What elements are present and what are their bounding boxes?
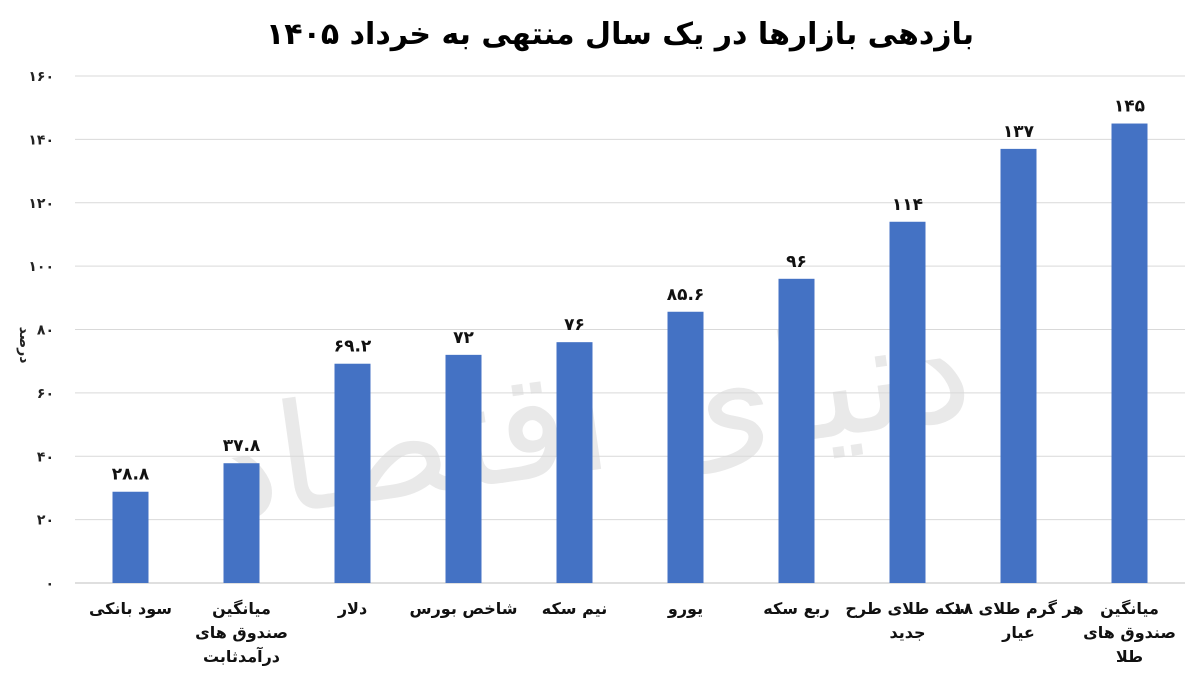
x-tick-label-line: طلا xyxy=(1116,647,1143,666)
data-label: ۷۲ xyxy=(453,328,474,348)
x-tick-label-line: شاخص بورس xyxy=(410,599,518,618)
x-tick-label: ربع سکه xyxy=(763,599,829,618)
x-tick-label-line: هر گرم طلای ۱۸ xyxy=(953,599,1083,618)
bar xyxy=(778,278,815,583)
y-tick-label: ۱۶۰ xyxy=(28,69,54,85)
bar xyxy=(667,311,704,583)
x-tick-label: میانگین صندوق های درآمدثابت xyxy=(195,599,288,666)
bar xyxy=(223,463,260,583)
y-axis-ticks: ۰ ۲۰ ۴۰ ۶۰ ۸۰ ۱۰۰ ۱۲۰ ۱۴۰ ۱۶۰ xyxy=(28,69,54,592)
x-tick-label-line: میانگین xyxy=(1100,599,1159,618)
y-tick-label: ۱۰۰ xyxy=(28,259,54,275)
x-tick-label-line: صندوق های xyxy=(195,623,288,642)
x-tick-label-line: درآمدثابت xyxy=(203,646,280,666)
bar xyxy=(445,354,482,583)
bar xyxy=(1111,123,1148,583)
data-label: ۱۱۴ xyxy=(892,195,923,215)
x-tick-label-line: یورو xyxy=(667,599,703,618)
x-tick-label-line: نیم سکه xyxy=(542,599,607,618)
bars xyxy=(112,123,1148,583)
x-tick-label-line: ربع سکه xyxy=(763,599,829,618)
data-label: ۳۷.۸ xyxy=(223,436,261,456)
data-label: ۲۸.۸ xyxy=(112,465,150,485)
x-tick-label-line: عیار xyxy=(1001,623,1035,642)
gridlines xyxy=(75,75,1185,584)
y-tick-label: ۴۰ xyxy=(37,449,54,465)
x-tick-label: سود بانکی xyxy=(89,599,172,618)
x-tick-label-line: جدید xyxy=(889,623,925,642)
y-tick-label: ۲۰ xyxy=(37,513,54,529)
data-label: ۹۶ xyxy=(786,252,807,272)
bar xyxy=(334,363,371,583)
x-tick-label-line: صندوق های xyxy=(1083,623,1176,642)
x-tick-label: شاخص بورس xyxy=(410,599,518,618)
y-tick-label: ۸۰ xyxy=(37,323,54,339)
data-label: ۱۴۵ xyxy=(1114,97,1145,117)
x-tick-label-line: سود بانکی xyxy=(89,599,172,618)
x-tick-label: سکه طلای طرح جدید xyxy=(845,599,969,642)
bar xyxy=(556,342,593,583)
x-tick-label-line: سکه طلای طرح xyxy=(845,599,969,618)
data-label: ۷۶ xyxy=(564,315,585,335)
value-labels: ۲۸.۸ ۳۷.۸ ۶۹.۲ ۷۲ ۷۶ ۸۵.۶ ۹۶ ۱۱۴ ۱۳۷ ۱۴۵ xyxy=(112,97,1145,485)
x-tick-label: یورو xyxy=(667,599,703,618)
x-tick-label: هر گرم طلای ۱۸ عیار xyxy=(953,599,1083,642)
y-tick-label: ۱۴۰ xyxy=(28,132,54,148)
x-tick-label: نیم سکه xyxy=(542,599,607,618)
bar xyxy=(1000,148,1037,583)
bar xyxy=(112,491,149,583)
y-axis-label: درصد xyxy=(16,327,32,364)
y-tick-label: ۰ xyxy=(45,576,54,592)
y-tick-label: ۱۲۰ xyxy=(28,196,54,212)
chart-title: بازدهی بازارها در یک سال منتهی به خرداد … xyxy=(266,17,974,52)
x-tick-label: دلار xyxy=(337,599,367,618)
x-tick-label: میانگین صندوق های طلا xyxy=(1083,599,1176,666)
data-label: ۶۹.۲ xyxy=(334,337,372,357)
data-label: ۸۵.۶ xyxy=(667,285,705,305)
category-labels: سود بانکی میانگین صندوق های درآمدثابت دلار شا… xyxy=(89,599,1176,666)
bar xyxy=(889,221,926,583)
data-label: ۱۳۷ xyxy=(1003,122,1035,142)
x-tick-label-line: دلار xyxy=(337,599,367,618)
y-tick-label: ۶۰ xyxy=(37,386,54,402)
x-tick-label-line: میانگین xyxy=(212,599,271,618)
